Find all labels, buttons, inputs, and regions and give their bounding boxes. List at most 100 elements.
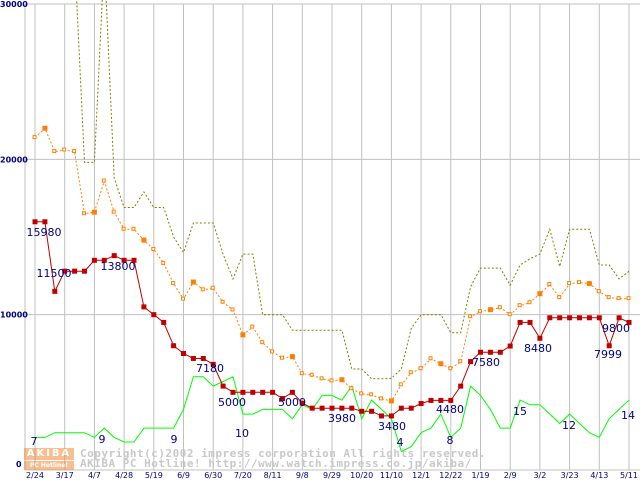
shop-count-label: 8: [447, 434, 454, 447]
data-point: [190, 279, 196, 285]
data-point: [161, 319, 167, 325]
data-point: [497, 305, 502, 310]
data-point: [527, 319, 533, 325]
price-label: 7580: [472, 356, 500, 369]
data-point: [190, 355, 196, 361]
data-point: [517, 303, 522, 308]
data-point: [388, 398, 394, 404]
data-point: [527, 300, 532, 305]
data-point: [200, 287, 205, 292]
data-point: [616, 315, 622, 321]
data-point: [82, 268, 87, 274]
data-point: [626, 296, 631, 301]
price-label: 13800: [101, 260, 136, 273]
data-point: [319, 405, 325, 411]
data-point: [478, 349, 483, 355]
data-point: [487, 307, 493, 313]
data-point: [151, 246, 156, 251]
data-point: [240, 332, 246, 338]
logo-top: AKIBA: [24, 448, 74, 460]
annotations: 15980 11500 13800 7180 5000 5000 3980 3480 4480 7…: [27, 226, 636, 449]
data-point: [537, 291, 543, 297]
x-tick-label: 3/23: [561, 471, 579, 480]
x-tick-label: 8/11: [264, 471, 282, 480]
data-point: [181, 296, 185, 301]
shop-count-label: 7: [31, 435, 38, 448]
shop-count-label: 14: [621, 409, 635, 422]
data-point: [52, 288, 58, 294]
data-point: [250, 389, 256, 395]
grid: [24, 3, 640, 471]
data-point: [557, 315, 563, 321]
data-point: [359, 408, 365, 414]
data-point: [497, 349, 503, 355]
watermark: Copyright(c)2002 impress corporation All…: [80, 447, 486, 470]
data-point: [151, 312, 157, 318]
series-shop-count: [35, 376, 630, 453]
data-point: [289, 389, 295, 395]
data-point: [329, 378, 334, 383]
data-point: [62, 147, 67, 152]
data-point: [270, 389, 276, 395]
shop-count-label: 9: [99, 433, 106, 446]
price-label: 8480: [524, 342, 552, 355]
data-point: [408, 370, 413, 375]
watermark-copyright: Copyright(c)2002 impress corporation All…: [80, 447, 486, 460]
price-label: 7999: [594, 348, 622, 361]
data-point: [616, 296, 621, 301]
x-tick-label: 6/9: [177, 471, 190, 480]
x-tick-label: 9/29: [323, 471, 341, 480]
logo-bottom: PC Hotline!: [24, 461, 74, 470]
series-lowest-price: [32, 219, 632, 419]
data-point: [398, 382, 403, 387]
series-average-price: [32, 125, 631, 404]
data-point: [458, 359, 463, 364]
akiba-logo: AKIBA PC Hotline!: [24, 448, 74, 470]
series-line: [76, 0, 630, 380]
data-point: [319, 376, 324, 381]
data-point: [428, 397, 434, 403]
data-point: [141, 304, 147, 310]
data-point: [428, 356, 433, 361]
data-point: [32, 219, 38, 225]
data-point: [388, 413, 394, 419]
data-point: [289, 354, 295, 360]
data-point: [141, 237, 147, 243]
data-point: [339, 405, 345, 411]
data-point: [507, 312, 512, 317]
price-label: 7180: [196, 362, 224, 375]
data-point: [448, 397, 454, 403]
data-point: [101, 178, 106, 183]
data-point: [42, 219, 48, 225]
data-point: [111, 253, 117, 259]
price-label: 3480: [378, 420, 406, 433]
y-tick-label: 20000: [0, 155, 28, 164]
x-tick-label: 5/19: [145, 471, 163, 480]
data-point: [606, 343, 612, 349]
x-tick-label: 3/2: [533, 471, 546, 480]
data-point: [369, 392, 374, 397]
shop-count-label: 15: [513, 405, 527, 418]
data-point: [62, 268, 68, 274]
x-tick-label: 2/24: [26, 471, 44, 480]
data-point: [280, 355, 284, 360]
data-point: [270, 349, 275, 354]
data-point: [82, 211, 86, 216]
data-point: [349, 386, 354, 391]
data-point: [458, 383, 464, 389]
x-tick-label: 9/8: [296, 471, 309, 480]
data-point: [379, 396, 383, 401]
data-point: [369, 408, 375, 414]
y-tick-label: 30000: [0, 0, 28, 9]
data-point: [339, 377, 345, 383]
data-point: [121, 226, 126, 231]
data-point: [606, 295, 611, 300]
data-point: [91, 209, 97, 215]
data-point: [547, 282, 552, 287]
data-point: [448, 366, 453, 371]
shop-count-label: 4: [397, 436, 404, 449]
x-tick-label: 2/9: [504, 471, 517, 480]
data-point: [596, 289, 601, 294]
price-label: 9800: [602, 322, 630, 335]
